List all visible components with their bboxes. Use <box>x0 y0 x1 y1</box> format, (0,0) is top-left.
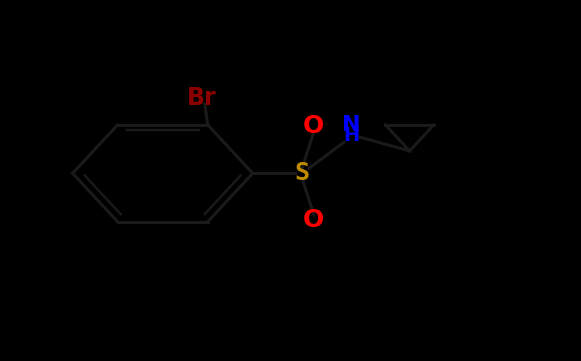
Text: H: H <box>343 126 360 145</box>
Text: N: N <box>342 114 361 135</box>
Text: S: S <box>295 161 310 185</box>
Text: O: O <box>303 208 324 232</box>
Text: O: O <box>303 114 324 138</box>
Text: Br: Br <box>187 86 217 110</box>
